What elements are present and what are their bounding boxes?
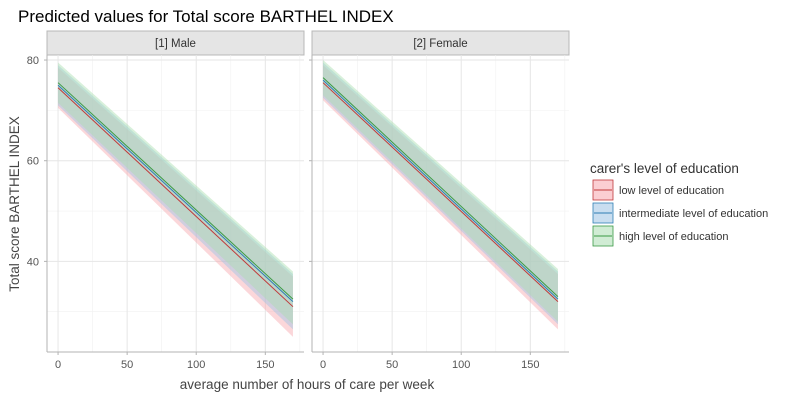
legend-label: high level of education (619, 231, 728, 243)
ci-band-intermediate-level-of-education (323, 62, 558, 325)
ci-band-high-level-of-education (323, 60, 558, 322)
y-tick-label: 40 (27, 256, 39, 268)
legend-title: carer's level of education (590, 161, 739, 176)
y-tick-label: 80 (27, 55, 39, 67)
grid (47, 55, 304, 352)
ci-band-low-level-of-education (323, 65, 558, 330)
x-tick-label: 150 (521, 359, 539, 371)
x-tick-label: 100 (187, 359, 205, 371)
facet-panel-1-male: [1] Male 0 50 100 150 40 60 80 (27, 30, 305, 371)
y-axis-title: Total score BARTHEL INDEX (7, 116, 22, 292)
facet-panels: [1] Male 0 50 100 150 40 60 80 [2] Female 0 50 100 1… (27, 30, 570, 371)
legend-item-low-level-of-education: low level of education (592, 179, 724, 201)
legend-item-high-level-of-education: high level of education (592, 225, 728, 247)
legend: carer's level of education low level of … (590, 161, 768, 247)
facet-strip-label: [2] Female (413, 38, 467, 50)
x-tick-label: 50 (121, 359, 133, 371)
legend-item-intermediate-level-of-education: intermediate level of education (592, 202, 768, 224)
y-tick-label: 60 (27, 156, 39, 168)
legend-label: low level of education (619, 185, 724, 197)
series-line-low-level-of-education (57, 87, 294, 308)
facet-strip (311, 30, 570, 56)
x-tick-label: 0 (320, 359, 326, 371)
series-line-high-level-of-education (322, 77, 559, 297)
facet-strip (46, 30, 305, 56)
series-line-intermediate-level-of-education (57, 84, 294, 303)
x-axis-title: average number of hours of care per week (180, 377, 435, 392)
series-line-intermediate-level-of-education (322, 79, 559, 300)
chart-title: Predicted values for Total score BARTHEL… (18, 7, 394, 26)
facet-panel-2-female: [2] Female 0 50 100 150 (309, 30, 570, 371)
legend-label: intermediate level of education (619, 208, 768, 220)
x-tick-label: 0 (55, 359, 61, 371)
x-tick-label: 50 (386, 359, 398, 371)
series-line-high-level-of-education (57, 82, 294, 300)
ci-band-low-level-of-education (58, 67, 293, 337)
x-tick-label: 150 (256, 359, 274, 371)
series-line-low-level-of-education (322, 82, 559, 303)
x-tick-label: 100 (452, 359, 470, 371)
facet-strip-label: [1] Male (155, 38, 196, 50)
